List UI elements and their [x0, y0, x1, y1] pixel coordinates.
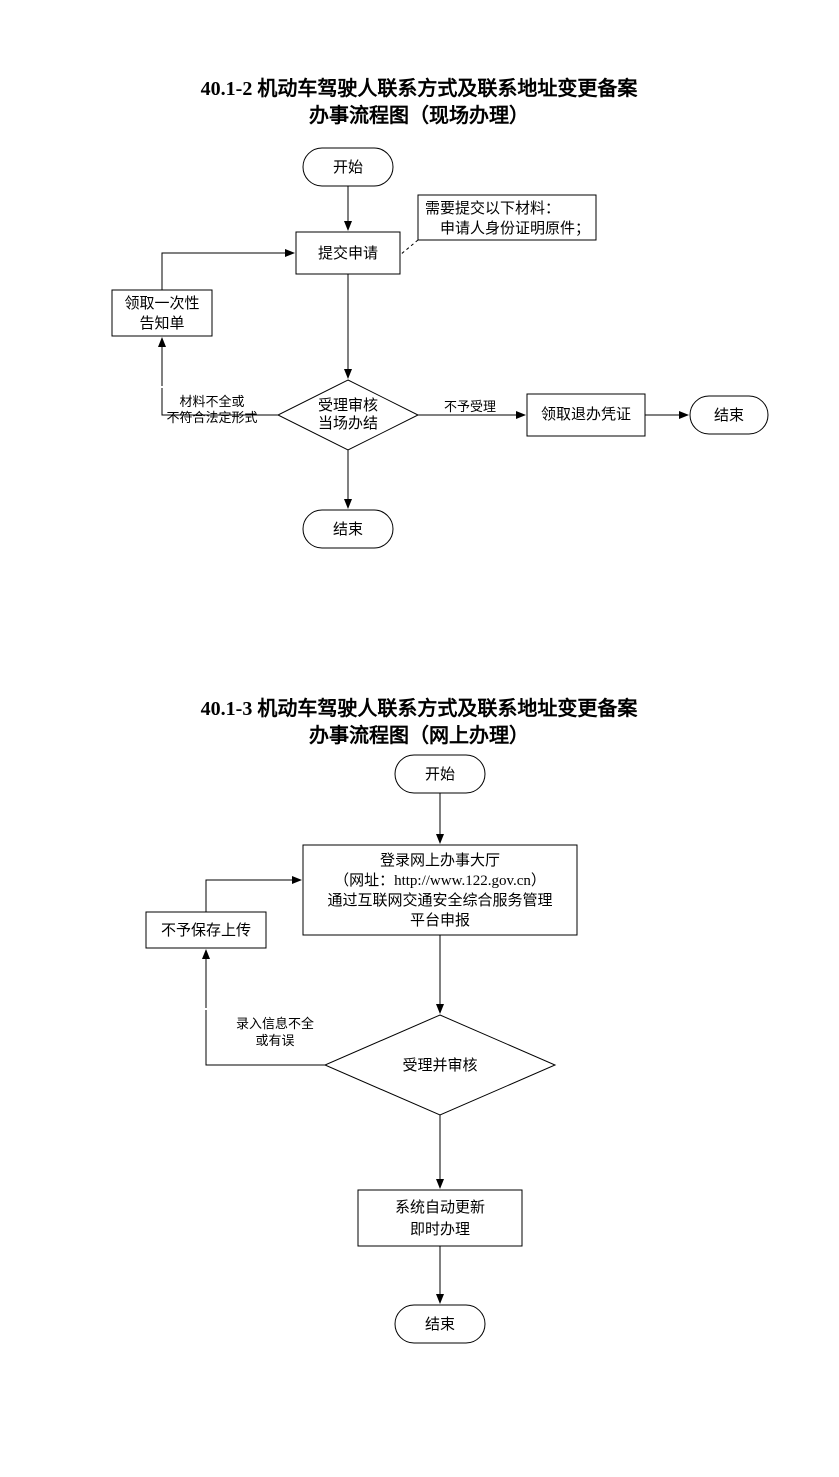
title1-line1: 40.1-2 机动车驾驶人联系方式及联系地址变更备案 — [201, 76, 639, 100]
svg-text:领取一次性: 领取一次性 — [124, 295, 199, 312]
svg-text:通过互联网交通安全综合服务管理: 通过互联网交通安全综合服务管理 — [327, 891, 552, 909]
svg-text:受理审核: 受理审核 — [318, 397, 378, 414]
fc1-end1: 结束 — [303, 510, 393, 548]
svg-text:录入信息不全: 录入信息不全 — [236, 1016, 314, 1031]
fc2-edge-incomplete: 录入信息不全 或有误 — [206, 1010, 325, 1065]
fc2-update: 系统自动更新 即时办理 — [358, 1190, 522, 1246]
svg-text:登录网上办事大厅: 登录网上办事大厅 — [380, 852, 500, 869]
fc1-submit: 提交申请 — [296, 232, 400, 274]
fc1-review: 受理审核 当场办结 — [278, 380, 418, 450]
svg-text:结束: 结束 — [714, 407, 744, 424]
fc1-annotation-line — [400, 240, 418, 255]
svg-text:或有误: 或有误 — [255, 1033, 294, 1048]
svg-text:告知单: 告知单 — [139, 315, 184, 332]
fc2-arrow-nosave-login — [206, 880, 301, 912]
fc1-start: 开始 — [303, 148, 393, 186]
svg-text:即时办理: 即时办理 — [410, 1221, 470, 1238]
title2-line1: 40.1-3 机动车驾驶人联系方式及联系地址变更备案 — [201, 696, 639, 720]
svg-text:不符合法定形式: 不符合法定形式 — [166, 410, 257, 425]
svg-text:系统自动更新: 系统自动更新 — [395, 1199, 485, 1216]
svg-text:需要提交以下材料：: 需要提交以下材料： — [425, 199, 560, 217]
title2-line2: 办事流程图（网上办理） — [309, 723, 529, 747]
fc2-end: 结束 — [395, 1305, 485, 1343]
svg-text:不予保存上传: 不予保存上传 — [161, 922, 251, 939]
svg-text:受理并审核: 受理并审核 — [402, 1057, 477, 1074]
svg-text:不予受理: 不予受理 — [444, 399, 496, 414]
fc2-login: 登录网上办事大厅 （网址：http://www.122.gov.cn） 通过互联… — [303, 845, 577, 935]
svg-text:结束: 结束 — [333, 521, 363, 538]
svg-text:领取退办凭证: 领取退办凭证 — [541, 406, 631, 423]
fc1-notice: 领取一次性 告知单 — [112, 290, 212, 336]
svg-text:申请人身份证明原件；: 申请人身份证明原件； — [440, 220, 590, 237]
svg-text:结束: 结束 — [425, 1316, 455, 1333]
svg-text:当场办结: 当场办结 — [318, 415, 378, 432]
svg-text:（网址：http://www.122.gov.cn）: （网址：http://www.122.gov.cn） — [334, 872, 546, 889]
fc1-edge-rejected: 不予受理 — [418, 399, 525, 415]
svg-text:开始: 开始 — [333, 159, 363, 176]
fc1-end2: 结束 — [690, 396, 768, 434]
svg-text:平台申报: 平台申报 — [410, 912, 470, 929]
title1-line2: 办事流程图（现场办理） — [309, 103, 529, 127]
svg-text:提交申请: 提交申请 — [318, 244, 378, 262]
fc1-annotation: 需要提交以下材料： 申请人身份证明原件； — [418, 195, 596, 240]
fc2-nosave: 不予保存上传 — [146, 912, 266, 948]
svg-text:材料不全或: 材料不全或 — [179, 394, 244, 409]
fc2-review: 受理并审核 — [325, 1015, 555, 1115]
fc1-edge-incomplete: 材料不全或 不符合法定形式 — [162, 388, 278, 425]
fc1-reject: 领取退办凭证 — [527, 394, 645, 436]
fc2-start: 开始 — [395, 755, 485, 793]
fc1-arrow-notice-submit — [162, 253, 294, 290]
svg-text:开始: 开始 — [425, 766, 455, 783]
